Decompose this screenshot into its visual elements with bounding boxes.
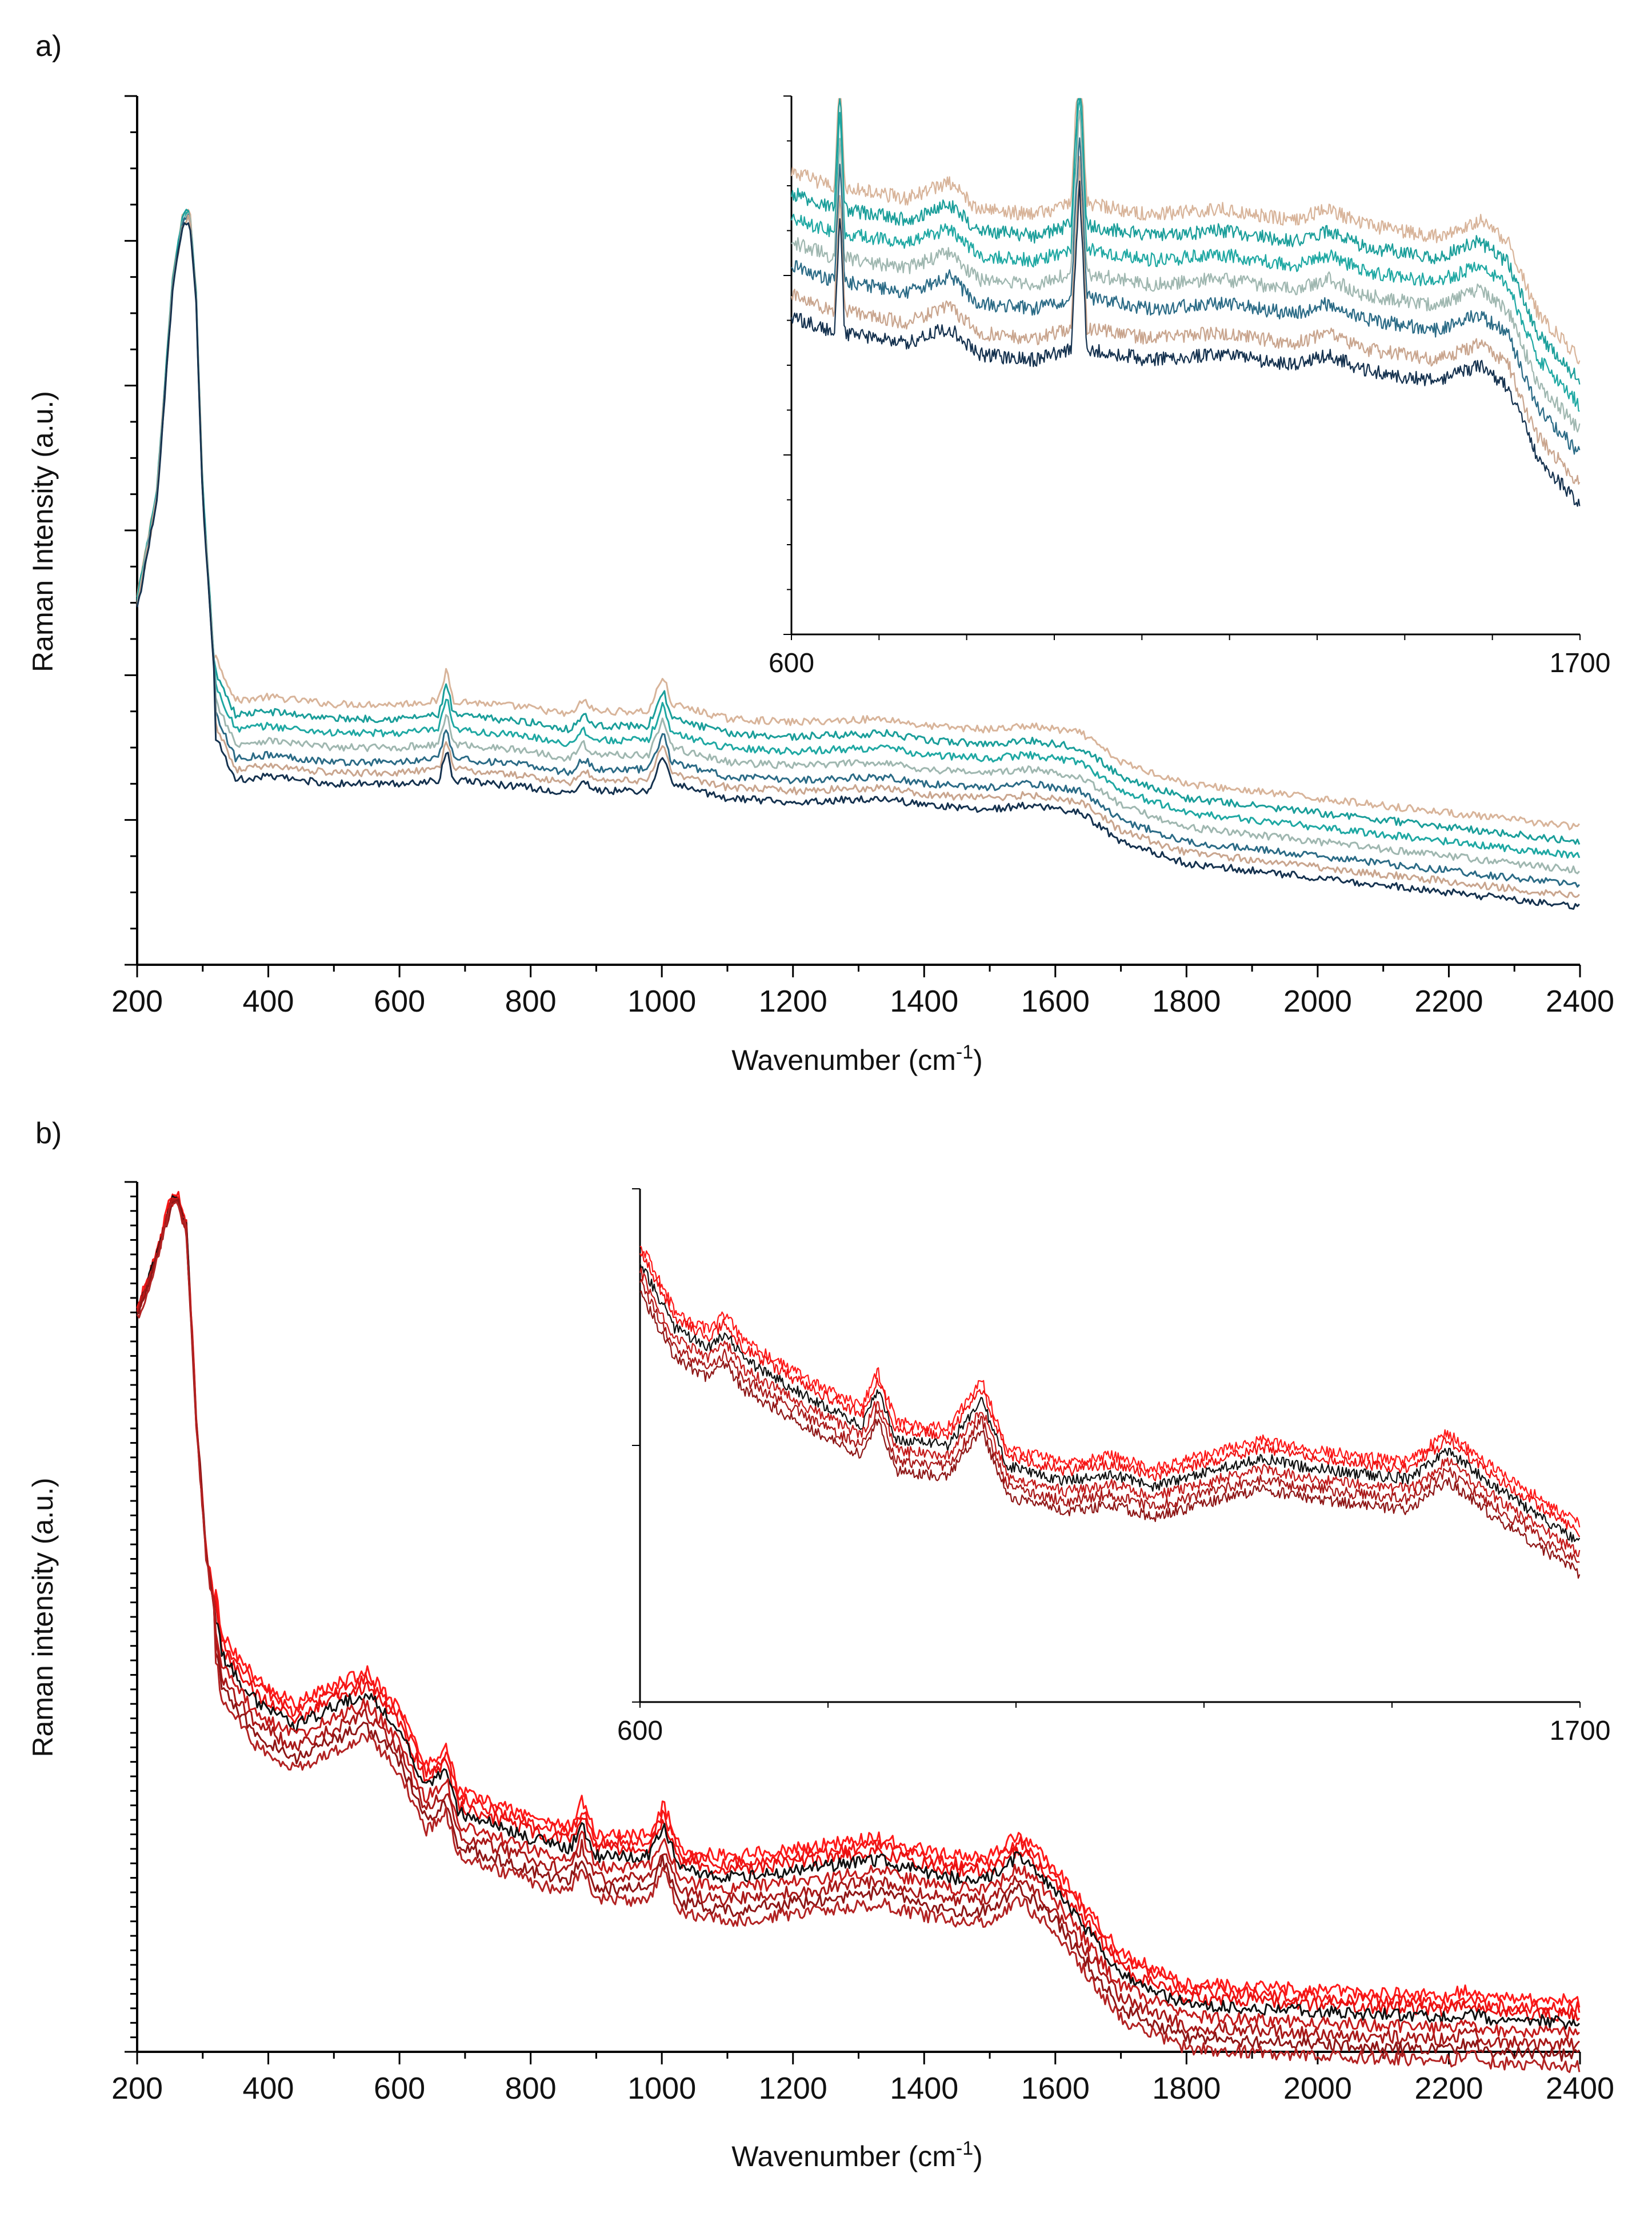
x-tick-label: 1800 (1152, 984, 1221, 1018)
inset-series-line-inset-2 (790, 98, 1581, 385)
x-tick-label: 1800 (1152, 2071, 1221, 2106)
x-tick-label: 1400 (890, 984, 958, 1018)
panel-a-inset-x-ticks: 600 1700 (769, 634, 1610, 678)
panel-b-x-ticks: 200 400 600 800 1000 1200 1400 1600 1800 2000 2200… (111, 2052, 1614, 2106)
panel-b-inset-series (639, 1245, 1581, 1579)
panel-a-inset-y-ticks (783, 95, 791, 635)
x-tick-label: 1200 (759, 984, 827, 1018)
inset-series-line-inset-6 (639, 1291, 1581, 1579)
panel-a-y-ticks (125, 95, 137, 966)
panel-a-y-axis-title: Raman Intensity (a.u.) (27, 391, 59, 672)
inset-series-line-inset-3 (639, 1263, 1581, 1543)
x-tick-label: 2400 (1546, 2071, 1614, 2106)
x-tick-label: 2000 (1283, 2071, 1352, 2106)
x-tick-label: 2200 (1414, 2071, 1483, 2106)
panel-a-inset: 600 1700 (769, 95, 1610, 678)
panel-b-y-axis-title: Raman intensity (a.u.) (27, 1477, 59, 1757)
x-tick-label: 1600 (1021, 2071, 1090, 2106)
inset-series-line-inset-2 (639, 1252, 1581, 1537)
panel-a-series (136, 209, 1581, 910)
x-tick-label: 400 (242, 2071, 294, 2106)
series-line-spectrum-1 (136, 1194, 1581, 2008)
x-tick-label: 1000 (627, 984, 696, 1018)
x-tick-label: 600 (374, 984, 425, 1018)
inset-x-tick-label: 600 (769, 648, 814, 678)
series-line-spectrum-6 (136, 214, 1580, 898)
series-line-spectrum-2 (136, 209, 1581, 845)
inset-series-line-inset-4 (791, 110, 1581, 433)
x-tick-label: 2000 (1283, 984, 1352, 1018)
series-line-spectrum-4 (136, 212, 1581, 874)
x-tick-label: 600 (374, 2071, 425, 2106)
series-line-spectrum-3 (136, 211, 1581, 859)
series-line-spectrum-7 (136, 222, 1580, 910)
series-line-spectrum-4 (136, 1195, 1581, 2030)
x-tick-label: 1600 (1021, 984, 1090, 1018)
inset-series-line-inset-3 (790, 98, 1580, 412)
panel-b-inset-x-ticks: 600 1700 (617, 1702, 1610, 1746)
inset-series-line-inset-7 (790, 180, 1581, 507)
series-line-spectrum-2 (136, 1191, 1581, 2015)
x-tick-label: 800 (505, 984, 557, 1018)
series-line-spectrum-5 (136, 1197, 1580, 2040)
panel-b-y-ticks (125, 1181, 137, 2053)
panel-b: b) 200 400 600 800 1000 1200 1400 1600 1800 2000 2… (27, 1117, 1614, 2172)
series-line-spectrum-5 (136, 213, 1581, 888)
x-tick-label: 400 (242, 984, 294, 1018)
inset-x-tick-label: 600 (617, 1716, 663, 1746)
x-tick-label: 200 (111, 2071, 163, 2106)
x-tick-label: 1000 (627, 2071, 696, 2106)
inset-x-tick-label: 1700 (1550, 648, 1611, 678)
x-tick-label: 1400 (890, 2071, 958, 2106)
x-tick-label: 2400 (1546, 984, 1614, 1018)
panel-b-x-axis-title: Wavenumber (cm-1) (731, 2138, 983, 2172)
panel-b-label: b) (35, 1117, 62, 1150)
inset-x-tick-label: 1700 (1550, 1716, 1611, 1746)
panel-a: a) 200 400 600 800 1000 1200 1400 1600 1800 2000 2… (27, 30, 1614, 1076)
inset-series-line-inset-1 (790, 98, 1581, 365)
panel-a-x-axis-title: Wavenumber (cm-1) (731, 1041, 983, 1076)
series-line-spectrum-7 (137, 1198, 1580, 2062)
series-line-spectrum-6 (136, 1199, 1580, 2051)
panel-b-series (136, 1191, 1581, 2074)
panel-a-inset-series (790, 98, 1581, 507)
series-line-spectrum-8 (136, 1201, 1581, 2074)
panel-b-inset: 600 1700 (617, 1188, 1610, 1746)
x-tick-label: 200 (111, 984, 163, 1018)
x-tick-label: 800 (505, 2071, 557, 2106)
series-line-spectrum-1 (136, 209, 1581, 830)
panel-b-inset-y-ticks (632, 1188, 640, 1703)
inset-series-line-inset-6 (790, 155, 1581, 485)
panel-a-x-ticks: 200 400 600 800 1000 1200 1400 1600 1800 2000 2200… (111, 965, 1614, 1018)
panel-a-label: a) (35, 30, 62, 63)
inset-series-line-inset-5 (639, 1279, 1580, 1563)
x-tick-label: 1200 (759, 2071, 827, 2106)
series-line-spectrum-3 (137, 1193, 1581, 2023)
inset-series-line-inset-4 (639, 1267, 1581, 1557)
x-tick-label: 2200 (1414, 984, 1483, 1018)
inset-series-line-inset-5 (791, 137, 1581, 455)
